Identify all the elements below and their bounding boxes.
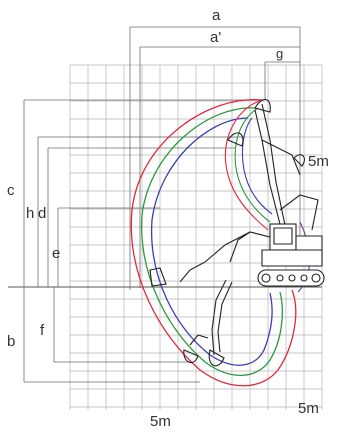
bucket-top (254, 98, 271, 113)
track-wheel-3 (288, 274, 296, 282)
scale-label-bottom-right: 5m (298, 400, 319, 417)
label-c: c (7, 182, 15, 199)
excavator-machine (149, 98, 325, 367)
label-f: f (40, 322, 45, 339)
bucket-bottom (208, 349, 225, 367)
bucket-ground-left (149, 267, 167, 287)
label-a: a (212, 7, 221, 24)
track-wheel-4 (300, 274, 308, 282)
upper-body (261, 249, 323, 267)
horizontal-dimensions (129, 26, 301, 290)
working-range-curve-green (141, 107, 283, 376)
inner-curve-green (234, 107, 271, 223)
scale-label-right: 5m (308, 153, 329, 170)
arm-forward (179, 261, 206, 283)
arm-down (211, 279, 227, 356)
arm-forward-detail (229, 231, 251, 263)
track-wheel-5 (311, 273, 321, 283)
label-e: e (52, 245, 60, 262)
inner-curve-blue (241, 117, 273, 215)
bucket-mid (227, 132, 244, 147)
label-g: g (276, 46, 283, 61)
label-b: b (7, 333, 15, 350)
boom-forward (204, 231, 283, 263)
label-d: d (38, 205, 46, 222)
bucket-upper-right (293, 154, 305, 167)
arm-low-left (189, 334, 209, 346)
label-a-prime: a' (210, 29, 221, 46)
scale-label-bottom: 5m (150, 413, 171, 430)
arm-mid-position (279, 194, 319, 231)
label-h: h (26, 205, 34, 222)
crawler-track (257, 269, 325, 287)
arm-down-2 (217, 281, 233, 353)
working-range-curve-blue (150, 117, 273, 366)
bucket-bottom-left (183, 349, 199, 364)
arm-raised-hinge (261, 139, 301, 176)
vertical-dimensions (23, 99, 262, 383)
boom-raised-arm (254, 109, 283, 233)
cab-window (273, 227, 293, 245)
inner-curve-red (224, 99, 269, 231)
track-wheel-2 (276, 274, 284, 282)
boom-raised-arm-2 (261, 103, 287, 231)
working-range-curve-red (130, 99, 297, 387)
track-wheel-1 (261, 273, 271, 283)
